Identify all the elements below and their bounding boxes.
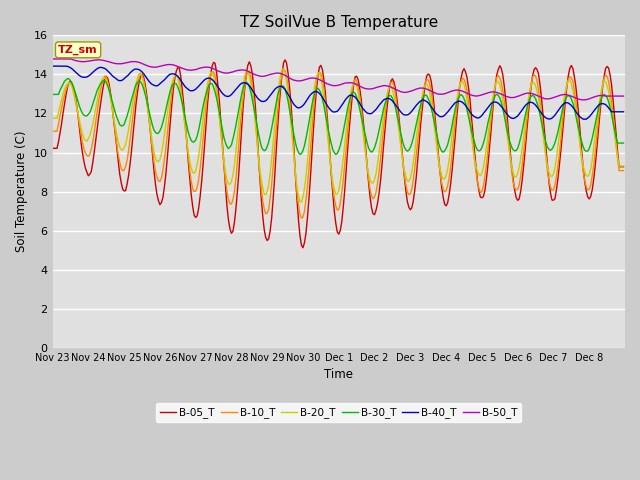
Line: B-05_T: B-05_T: [52, 60, 623, 248]
Line: B-40_T: B-40_T: [52, 66, 623, 119]
Title: TZ SoilVue B Temperature: TZ SoilVue B Temperature: [239, 15, 438, 30]
Line: B-50_T: B-50_T: [52, 59, 623, 100]
Line: B-20_T: B-20_T: [52, 69, 623, 202]
Legend: B-05_T, B-10_T, B-20_T, B-30_T, B-40_T, B-50_T: B-05_T, B-10_T, B-20_T, B-30_T, B-40_T, …: [156, 403, 522, 422]
Text: TZ_sm: TZ_sm: [58, 45, 98, 55]
Line: B-30_T: B-30_T: [52, 79, 623, 155]
Line: B-10_T: B-10_T: [52, 69, 623, 218]
Y-axis label: Soil Temperature (C): Soil Temperature (C): [15, 131, 28, 252]
X-axis label: Time: Time: [324, 368, 353, 381]
